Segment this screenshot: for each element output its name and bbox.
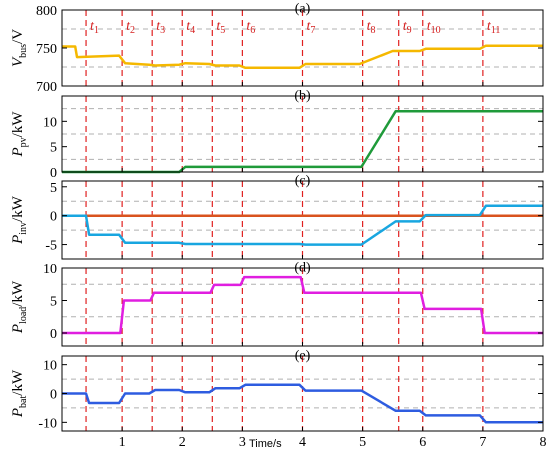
event-label: t10 [427,19,441,36]
y-tick-label: 10 [43,115,57,130]
event-label: t11 [487,19,501,36]
y-tick-label: 5 [50,181,57,196]
panel-label: (e) [295,349,311,364]
series-line-e-bat [62,383,543,424]
event-label: t8 [367,19,376,36]
x-axis-title: Time/s [249,438,282,450]
panel-b: 0 5 10 (b) Ppv/kW [10,89,544,181]
y-tick-label: -10 [38,416,57,431]
event-label: t5 [216,19,225,36]
y-axis-title: Vbus/V [10,29,29,67]
x-tick-label: 3 [239,435,246,450]
x-tick-label: 4 [299,435,306,450]
event-label: t2 [126,19,135,36]
x-tick-label: 6 [419,435,426,450]
y-axis-title: Pbat/kW [10,369,29,418]
panel-c: -5 0 5 (c) Pinv/kW [10,174,544,260]
y-axis-title: Ppv/kW [10,111,29,158]
panel-d: 0 5 10 (d) Pload/kW [10,261,544,347]
x-tick-label: 8 [540,435,547,450]
y-tick-label: 5 [50,295,57,310]
event-label: t1 [90,19,99,36]
panel-a: 700 750 800 (a) Vbus/V [10,2,544,95]
y-tick-label: 0 [50,327,57,342]
series-line-a-vbus [62,44,543,70]
y-tick-label: 10 [43,359,57,374]
x-tick-label: 7 [479,435,486,450]
y-tick-label: 0 [50,388,57,403]
y-tick-label: 5 [50,141,57,156]
x-tick-label: 1 [119,435,126,450]
event-label: t7 [307,19,316,36]
y-axis-title: Pload/kW [10,280,29,334]
y-tick-label: 750 [36,42,57,57]
x-tick-label: 5 [359,435,366,450]
y-tick-label: 800 [36,4,57,19]
series-line-c-inv_blue [62,204,543,246]
panel-e: -10 0 10 (e) Pbat/kW [10,349,544,432]
panel-label: (d) [294,261,311,276]
event-label: t3 [156,19,165,36]
series-line-d-load [62,275,543,335]
event-label: t9 [403,19,412,36]
y-tick-label: -5 [45,239,57,254]
y-tick-label: 0 [50,166,57,181]
event-label: t6 [246,19,255,36]
event-label: t4 [186,19,195,36]
panel-label: (a) [295,2,311,17]
x-tick-label: 2 [179,435,186,450]
y-axis-title: Pinv/kW [10,195,29,245]
panel-label: (b) [294,89,311,104]
panel-label: (c) [295,174,311,189]
y-tick-label: 10 [43,262,57,277]
y-tick-label: 700 [36,80,57,95]
y-tick-label: 0 [50,210,57,225]
